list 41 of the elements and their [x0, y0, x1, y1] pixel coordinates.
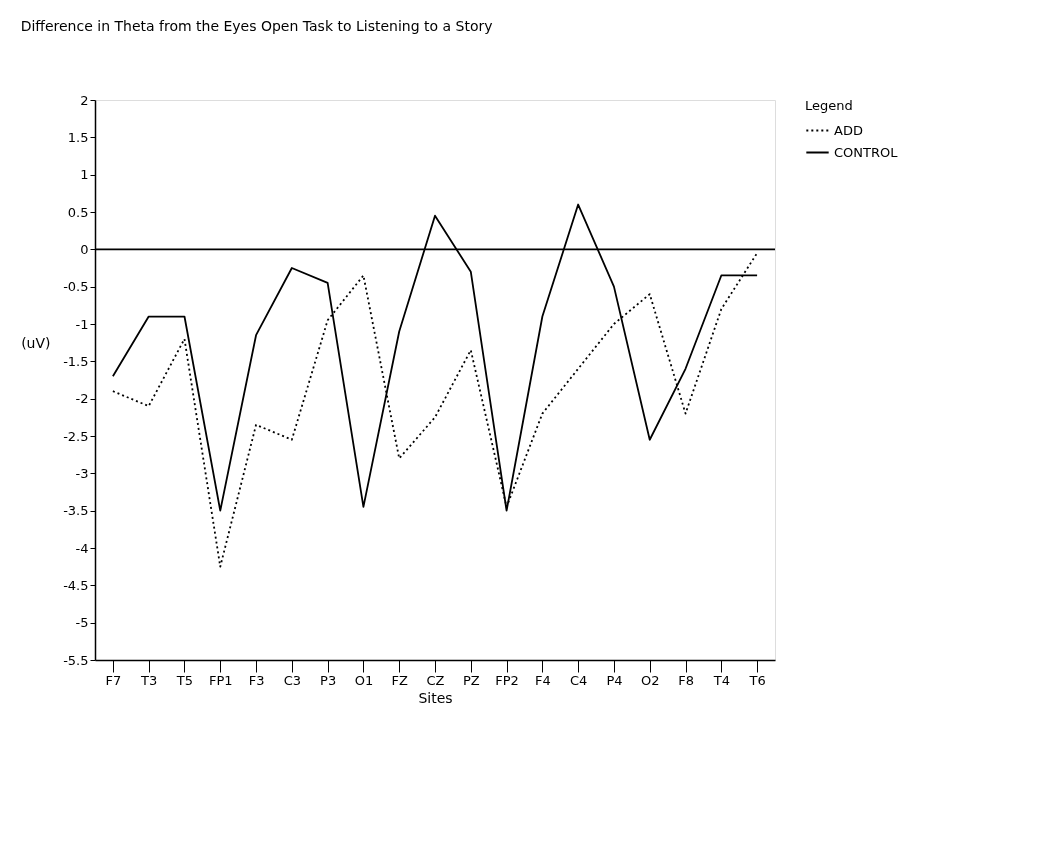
x-tick-label: T6 [748, 672, 766, 688]
y-tick-label: -1 [75, 316, 89, 332]
x-tick-label: O1 [354, 672, 374, 688]
y-tick-label: -3.5 [63, 503, 89, 519]
y-tick-label: -3 [75, 465, 89, 481]
y-tick-label: -5 [75, 615, 89, 631]
x-tick-label: O2 [640, 672, 660, 688]
x-tick-label: FZ [391, 672, 408, 688]
y-tick-label: -5.5 [63, 652, 89, 668]
y-tick-label: -1.5 [63, 353, 89, 369]
x-tick-label: F4 [534, 672, 551, 688]
x-tick-label: P3 [320, 672, 337, 688]
x-tick-label: T4 [712, 672, 730, 688]
x-tick-label: F7 [105, 672, 122, 688]
x-tick-label: FP1 [208, 672, 233, 688]
y-tick-label: 1 [80, 167, 89, 183]
x-tick-label: C4 [569, 672, 588, 688]
y-tick-label: -2.5 [63, 428, 89, 444]
chart-title: Difference in Theta from the Eyes Open Task to Listening to a Story [20, 18, 493, 34]
x-tick-label: T5 [175, 672, 194, 688]
y-tick-label: -0.5 [63, 279, 89, 295]
legend-title: Legend [805, 98, 853, 113]
y-tick-label: -2 [75, 391, 89, 407]
x-tick-label: C3 [283, 672, 302, 688]
x-tick-label: T3 [140, 672, 158, 688]
x-tick-label: F3 [248, 672, 265, 688]
y-tick-label: 1.5 [67, 129, 89, 145]
x-axis-title: Sites [418, 689, 453, 706]
x-tick-label: FP2 [495, 672, 519, 688]
y-tick-label: -4 [75, 540, 89, 556]
y-tick-label: -4.5 [63, 577, 89, 593]
x-tick-label: P4 [606, 672, 623, 688]
y-tick-label: 0 [80, 241, 89, 257]
legend-label: CONTROL [834, 144, 899, 160]
y-tick-label: 2 [80, 92, 89, 108]
x-tick-label: PZ [462, 672, 480, 688]
y-tick-label: 0.5 [67, 204, 89, 220]
x-tick-label: CZ [426, 672, 445, 688]
y-axis-title: (uV) [21, 334, 51, 351]
x-tick-label: F8 [678, 672, 694, 688]
legend-label: ADD [834, 122, 863, 138]
